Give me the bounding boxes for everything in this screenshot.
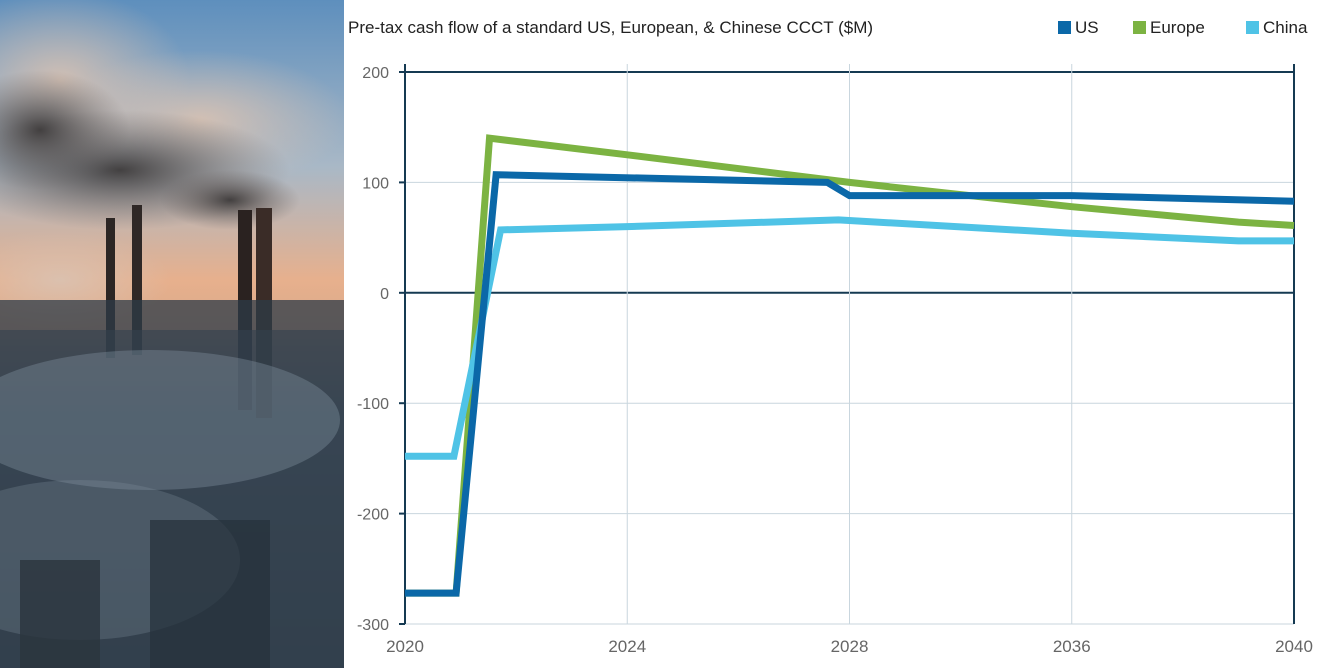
legend-item-china: China bbox=[1246, 18, 1307, 38]
x-tick-label: 2020 bbox=[386, 637, 424, 656]
factory-smokestacks-photo bbox=[0, 0, 344, 668]
y-tick-label: -100 bbox=[357, 396, 389, 413]
y-tick-label: -200 bbox=[357, 507, 389, 524]
y-tick-label: 100 bbox=[362, 175, 389, 192]
series-line-china bbox=[405, 216, 1294, 460]
x-tick-label: 2028 bbox=[831, 637, 869, 656]
y-tick-label: 0 bbox=[380, 286, 389, 303]
legend-swatch bbox=[1246, 21, 1259, 34]
legend-swatch bbox=[1133, 21, 1146, 34]
x-tick-label: 2040 bbox=[1275, 637, 1313, 656]
x-tick-label: 2036 bbox=[1053, 637, 1091, 656]
x-tick-label: 2024 bbox=[608, 637, 646, 656]
chart-title: Pre-tax cash flow of a standard US, Euro… bbox=[348, 18, 874, 37]
y-tick-label: 200 bbox=[362, 65, 389, 82]
series-line-us bbox=[405, 171, 1295, 597]
legend-label: China bbox=[1263, 18, 1308, 37]
line-chart: 200 100 0 -100 -200 -300 2020 2024 2028 2036 2040 bbox=[357, 64, 1313, 656]
legend-label: Europe bbox=[1150, 18, 1205, 37]
legend-item-us: US bbox=[1058, 18, 1099, 38]
y-tick-label: -300 bbox=[357, 617, 389, 634]
legend-label: US bbox=[1075, 18, 1099, 37]
legend-swatch bbox=[1058, 21, 1071, 34]
legend-item-europe: Europe bbox=[1133, 18, 1205, 38]
